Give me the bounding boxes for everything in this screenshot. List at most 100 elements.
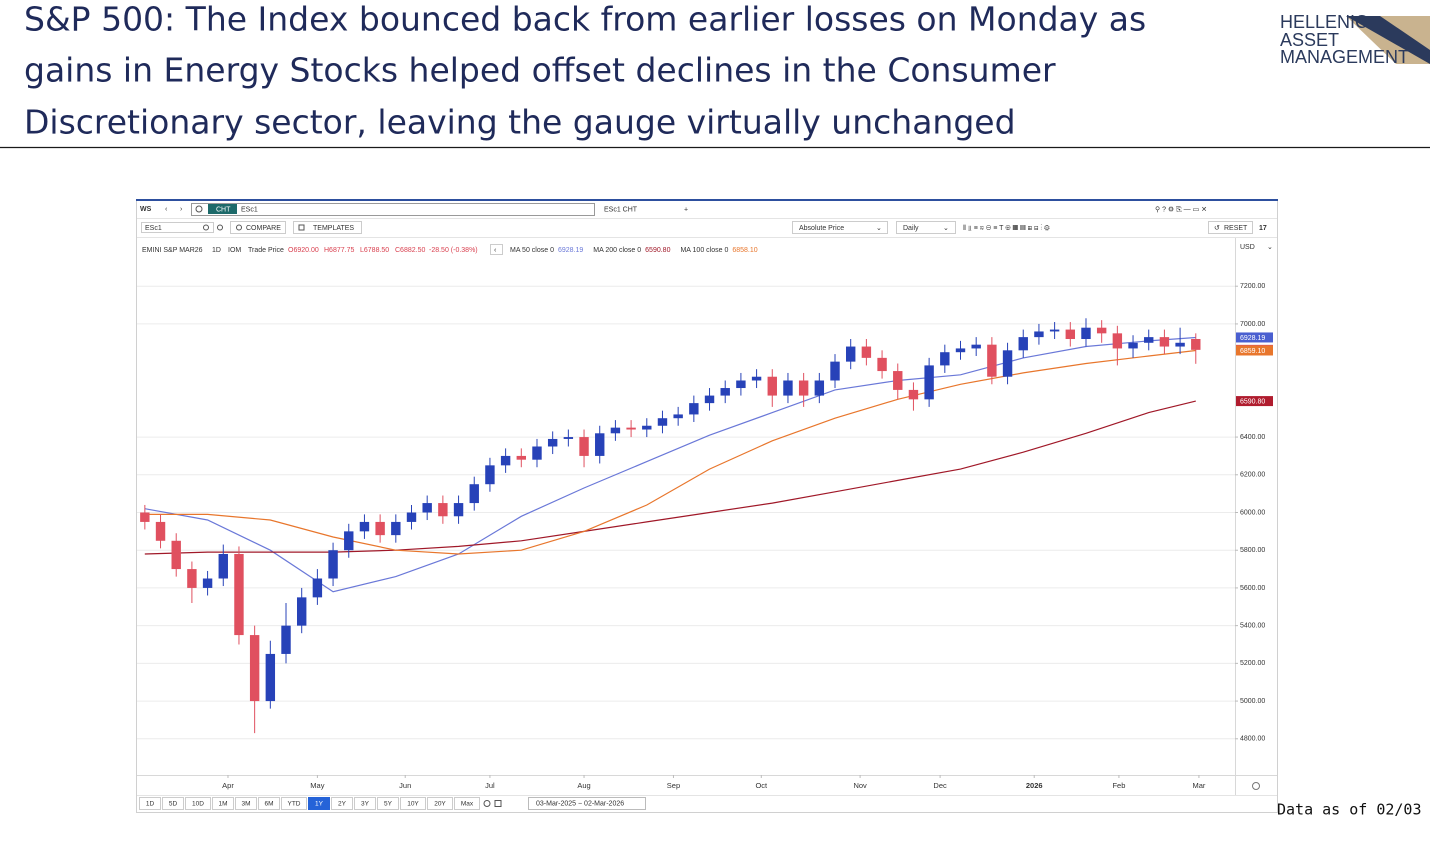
range-button-label[interactable]: 5D — [169, 801, 178, 808]
compare-icon — [236, 224, 242, 231]
workspace-button[interactable]: WS — [140, 206, 152, 213]
range-icon[interactable] — [483, 800, 491, 807]
templates-icon — [298, 224, 305, 231]
y-tick-label: 7000.00 — [1240, 321, 1265, 328]
range-button-label[interactable]: Max — [461, 801, 474, 808]
range-button[interactable] — [235, 797, 257, 810]
range-button-label[interactable]: 3Y — [361, 801, 370, 808]
candle-body — [296, 597, 307, 626]
range-button-label[interactable]: 2Y — [338, 801, 347, 808]
range-button[interactable] — [400, 797, 426, 810]
date-range-box[interactable] — [528, 797, 646, 810]
range-button-label[interactable]: 6M — [264, 801, 273, 808]
axis-settings[interactable] — [1252, 782, 1260, 790]
exchange: IOM — [228, 247, 241, 254]
compare-button[interactable] — [230, 221, 286, 234]
reset-label[interactable]: RESET — [1224, 225, 1248, 232]
range-button-label[interactable]: YTD — [288, 801, 301, 808]
candle-body — [704, 395, 715, 404]
new-tab[interactable]: + — [684, 206, 688, 213]
candle-body — [328, 550, 338, 579]
reset-button[interactable] — [1208, 221, 1253, 234]
range-icon[interactable] — [494, 800, 502, 807]
search-box[interactable] — [191, 203, 595, 216]
price-type-label[interactable]: Absolute Price — [799, 225, 844, 232]
range-button-label[interactable]: 20Y — [434, 801, 446, 808]
ric-box[interactable] — [141, 222, 214, 233]
x-tick-label: Jun — [399, 781, 411, 790]
range-button[interactable] — [212, 797, 234, 810]
candle-body — [547, 438, 558, 447]
candle-body — [1065, 329, 1076, 340]
candle-body — [516, 455, 527, 460]
currency[interactable]: USD — [1240, 244, 1255, 251]
y-tick-label: 5200.00 — [1240, 660, 1265, 667]
interval-select[interactable] — [896, 221, 956, 234]
y-tick-label: 6200.00 — [1240, 472, 1265, 479]
ma-line — [144, 400, 1196, 555]
candle-body — [987, 344, 997, 377]
price-tag-label: 6928.19 — [1240, 335, 1265, 342]
range-button[interactable] — [308, 797, 330, 810]
y-tick-label: 5600.00 — [1240, 585, 1265, 592]
candle-body — [924, 365, 934, 400]
range-button[interactable] — [281, 797, 307, 810]
candle-body — [469, 484, 479, 504]
range-button-label[interactable]: 3M — [241, 801, 250, 808]
ohlc-open: O6920.00 — [288, 247, 319, 254]
candle-body — [375, 521, 385, 536]
price-type-select[interactable] — [792, 221, 888, 234]
x-tick-label: May — [310, 781, 324, 790]
nav-back[interactable]: ‹ — [165, 206, 168, 213]
range-button-label[interactable]: 1M — [218, 801, 227, 808]
tv-logo: 17 — [1259, 225, 1267, 232]
range-button-label[interactable]: 1Y — [315, 801, 324, 808]
range-button[interactable] — [162, 797, 184, 810]
dropdown-arrow: ⌄ — [876, 225, 882, 232]
candle-body — [1002, 350, 1013, 377]
candle-body — [1096, 327, 1107, 334]
candle-body — [579, 437, 589, 456]
candle-body — [673, 414, 683, 419]
x-tick-label: Oct — [755, 781, 768, 790]
range-button[interactable] — [258, 797, 280, 810]
templates-label[interactable]: TEMPLATES — [313, 225, 354, 232]
templates-button[interactable] — [293, 221, 362, 234]
candle-body — [359, 521, 370, 532]
range-button[interactable] — [331, 797, 353, 810]
candle-body — [783, 380, 793, 396]
candle-body — [720, 388, 730, 396]
candle-body — [626, 427, 636, 430]
range-button-label[interactable]: 1D — [146, 801, 155, 808]
range-button[interactable] — [354, 797, 376, 810]
candle-body — [610, 427, 621, 434]
compare-label[interactable]: COMPARE — [246, 225, 281, 232]
candle-body — [1144, 337, 1154, 343]
window-controls[interactable]: ⚲ ? ⚙ ⎘ — ▭ ✕ — [1155, 205, 1207, 213]
x-tick-label: Mar — [1192, 781, 1205, 790]
price-tag — [1236, 345, 1273, 356]
legend-collapse[interactable] — [490, 244, 503, 255]
range-button[interactable] — [139, 797, 161, 810]
range-button-label[interactable]: 10Y — [407, 801, 419, 808]
range-button[interactable] — [185, 797, 211, 810]
plot-area: 4800.00 5000.00 5200.00 5400.00 5600.00 5800.… — [137, 283, 1273, 790]
range-button-label[interactable]: 5Y — [384, 801, 393, 808]
ma-line — [144, 349, 1196, 555]
date-range[interactable]: 03-Mar-2025 − 02-Mar-2026 — [536, 800, 624, 807]
range-button[interactable] — [427, 797, 453, 810]
range-button-label[interactable]: 10D — [192, 801, 204, 808]
chart-tools[interactable]: ⫴ ⫫ ≡ ≋ ⊖ ≡ T ⊕ ▦ ▤ ⊞ ⊟ ⋮ ⚙ — [963, 224, 1050, 232]
study-name: MA 200 close 0 — [593, 247, 641, 254]
range-button[interactable] — [454, 797, 480, 810]
search-text[interactable]: ESc1 — [241, 206, 258, 213]
x-tick-label: Aug — [577, 781, 590, 790]
candle-body — [908, 389, 919, 400]
interval-label[interactable]: Daily — [903, 225, 919, 232]
candle-body — [453, 503, 464, 517]
ric-clear-icon[interactable] — [217, 224, 223, 231]
nav-forward[interactable]: › — [180, 206, 183, 213]
range-button[interactable] — [377, 797, 399, 810]
ric-text[interactable]: ESc1 — [145, 225, 162, 232]
study-value: 6928.19 — [558, 247, 583, 254]
